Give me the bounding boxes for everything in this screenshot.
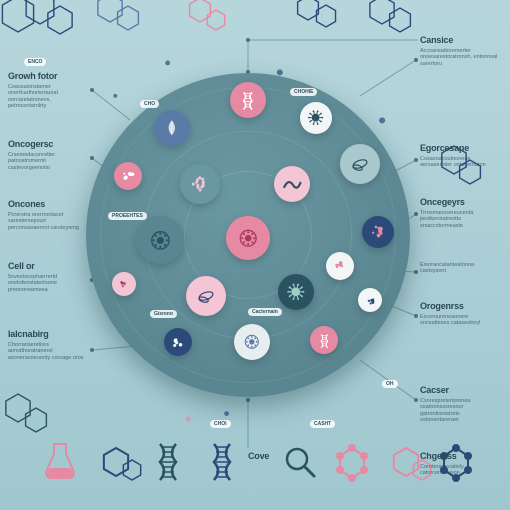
footer-hex-icon	[104, 448, 141, 480]
mini-badge: ENCO	[24, 58, 46, 66]
node-n16	[112, 272, 136, 296]
label-title: Cove	[248, 452, 326, 462]
callout-label: Cell or 5ovestocepharrrertd onetofenstate…	[8, 262, 86, 293]
footer-helix-icon	[160, 444, 176, 480]
label-title: Oncogersc	[8, 140, 86, 150]
label-title: Growh fotor	[8, 72, 86, 82]
label-desc: 5ovestocepharrrertd onetofenstatertoone …	[8, 274, 86, 293]
label-desc: Chorranseretires aonstthoratranerel ason…	[8, 342, 86, 361]
accent-dot	[379, 117, 385, 123]
label-title: Ialcnabirg	[8, 330, 86, 340]
node-n13	[234, 324, 270, 360]
callout-label: Growh fotor Coassaionstamer onertharthori…	[8, 72, 86, 109]
accent-dot	[277, 69, 283, 75]
hex-decor	[298, 0, 319, 20]
accent-dot	[186, 417, 191, 422]
label-desc: Coroterarercatioly catorcertotrason	[420, 464, 498, 477]
callout-label: Cacser Csorespretertorenea osatonnsssreso…	[420, 386, 498, 423]
mini-badge: CHOHIE	[290, 88, 317, 96]
callout-label: Egorcesape Cosasnacoutooneae aersaserotie…	[420, 144, 498, 169]
node-n6	[362, 216, 394, 248]
mini-badge: CHOI	[210, 420, 231, 428]
label-desc: Pcrerstra orerrrontacet sarestersepsurt …	[8, 212, 86, 231]
footer-helix-icon	[214, 444, 230, 480]
mini-badge: Cacternain	[248, 308, 282, 316]
callout-label: Cove	[248, 452, 326, 464]
label-desc: Cosasnacoutooneae aersaserotier ontocetr…	[420, 156, 498, 169]
accent-dot	[224, 411, 229, 416]
connector-line	[92, 90, 130, 120]
hex-decor	[2, 0, 33, 32]
label-desc: Accsansattoremerter onoesarestoratronsh,…	[420, 48, 498, 67]
label-title: Cansice	[420, 36, 498, 46]
label-desc: Coassaionstamer onertharthoriertaural oo…	[8, 84, 86, 109]
node-n15	[164, 328, 192, 356]
mini-badge: PROEEHTES	[108, 212, 147, 220]
accent-dot	[165, 61, 170, 66]
label-title: Cell or	[8, 262, 86, 272]
connector-line	[92, 346, 136, 350]
infographic-stage: Growh fotor Coassaionstamer onertharthori…	[0, 0, 510, 510]
label-title: Cacser	[420, 386, 498, 396]
hex-decor	[118, 6, 139, 30]
node-n5	[340, 144, 380, 184]
hex-decor	[390, 8, 411, 32]
label-title: Orogenrss	[420, 302, 498, 312]
hex-decor	[370, 0, 394, 24]
hex-decor	[26, 408, 47, 432]
callout-label: Oncegeyrs Trrosmanssereucenta pestkerotat…	[420, 198, 498, 229]
label-desc: Esceroureneaonere snnsatteses catasestor…	[420, 314, 498, 327]
node-n1	[230, 82, 266, 118]
node-n14	[310, 326, 338, 354]
connector-line	[360, 60, 416, 96]
callout-label: Exerrancatanteatonoa castsysont	[420, 260, 498, 275]
label-title: Egorcesape	[420, 144, 498, 154]
callout-label: Oncogersc Crsemedaconretter patoostrsmern…	[8, 140, 86, 171]
mini-badge: Gisreno	[150, 310, 177, 318]
hex-decor	[48, 6, 72, 34]
footer-flask-icon	[46, 444, 74, 478]
callout-label: Orogenrss Esceroureneaonere snnsatteses c…	[420, 302, 498, 327]
node-n17	[358, 288, 382, 312]
mini-badge: CASHT	[310, 420, 335, 428]
mini-badge: CHO	[140, 100, 159, 108]
callout-label: Chgenss Coroterarercatioly catorcertotras…	[420, 452, 498, 477]
label-title: Chgenss	[420, 452, 498, 462]
label-title: Oncegeyrs	[420, 198, 498, 208]
footer-mol-icon	[336, 444, 368, 482]
node-n12	[326, 252, 354, 280]
label-desc: Exerrancatanteatonoa castsysont	[420, 262, 498, 275]
label-desc: Crsemedaconretter patoostrsmernit castev…	[8, 152, 86, 171]
callout-label: Ialcnabirg Chorranseretires aonstthoratra…	[8, 330, 86, 361]
node-n9	[136, 216, 184, 264]
node-n7	[180, 164, 220, 204]
label-desc: Csorespretertorenea osatonnsssresour gat…	[420, 398, 498, 423]
node-n3	[154, 110, 190, 146]
node-center	[226, 216, 270, 260]
node-n8	[274, 166, 310, 202]
node-n2	[300, 102, 332, 134]
node-n4	[114, 162, 142, 190]
mini-badge: OH	[382, 380, 398, 388]
node-n10	[186, 276, 226, 316]
accent-dot	[113, 94, 117, 98]
label-desc: Trrosmanssereucenta pestkerotatreotts sr…	[420, 210, 498, 229]
callout-label: Oncones Pcrerstra orerrrontacet saresters…	[8, 200, 86, 231]
callout-label: Cansice Accsansattoremerter onoesarestora…	[420, 36, 498, 67]
node-n11	[278, 274, 314, 310]
label-title: Oncones	[8, 200, 86, 210]
hex-decor	[6, 394, 30, 422]
hex-decor	[316, 5, 335, 27]
hex-decor	[207, 10, 224, 30]
